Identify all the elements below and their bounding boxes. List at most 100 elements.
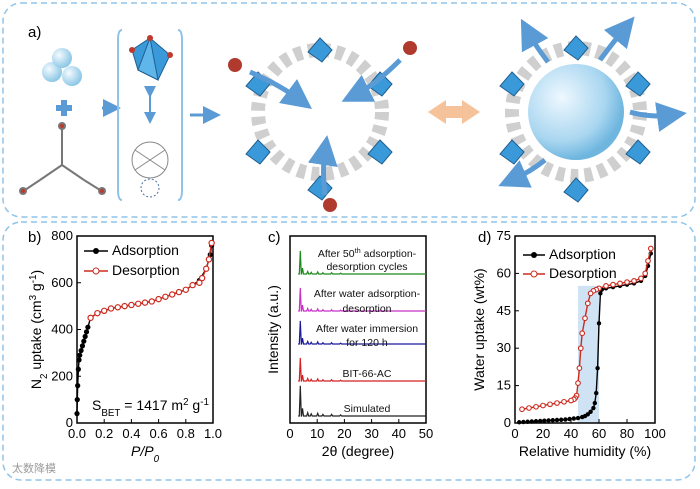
data-point (645, 258, 651, 264)
framework-water-filled-icon (498, 16, 687, 203)
y-tick-label: 0 (66, 415, 73, 430)
x-tick-label: 0 (511, 426, 518, 441)
data-point (87, 314, 94, 322)
data-point (533, 419, 539, 424)
data-point (198, 274, 206, 282)
y-tick-label: 60 (497, 265, 511, 280)
plot-frame (289, 235, 427, 424)
y-tick-label: 45 (497, 303, 511, 318)
y-tick-label: 800 (51, 228, 73, 243)
data-point (81, 338, 87, 344)
data-point (576, 365, 583, 371)
chart-c: c) 0 10 20 30 40 50 2θ (degree) Intensity (a.u.… (265, 229, 433, 459)
panel-c-label: c) (268, 229, 281, 246)
x-tick-label: 0 (286, 426, 293, 441)
data-point (588, 409, 593, 414)
data-point (76, 357, 82, 363)
data-point (559, 417, 564, 422)
pxrd-pattern-2 (298, 320, 426, 345)
pxrd-pattern-0 (298, 385, 426, 417)
y-tick-label: 600 (51, 275, 73, 290)
pxrd-pattern-4 (298, 250, 426, 275)
pattern-label: Simulated (344, 403, 391, 415)
data-point (598, 291, 603, 296)
data-point (517, 420, 522, 425)
data-point (582, 315, 588, 322)
panels-bcd-frame (2, 221, 696, 481)
y-axis-label: Water uptake (wt%) (471, 268, 487, 390)
data-point (107, 305, 115, 312)
pattern-label: desorption (342, 303, 391, 315)
data-point (519, 406, 525, 413)
data-point (547, 401, 553, 408)
legend-marker (530, 270, 538, 278)
x-tick-label: 0.6 (150, 426, 168, 441)
data-point (631, 278, 637, 284)
data-point (182, 286, 189, 293)
data-point (526, 405, 532, 411)
data-point (533, 403, 539, 410)
x-tick-label: 0.2 (95, 426, 113, 441)
data-point (575, 380, 581, 386)
data-point (554, 400, 560, 406)
data-point (638, 275, 644, 282)
pattern-label: desorption cycles (326, 261, 407, 273)
data-point (594, 390, 599, 396)
pattern-label: After water immersion (316, 323, 418, 335)
data-point (521, 419, 526, 425)
chart-b: b) 0.0 0.2 0.4 0.6 0.8 1.0 0 200 400 600 800 P/P0 N2… (28, 228, 223, 465)
data-point (546, 418, 551, 423)
data-point (77, 352, 83, 358)
plus-icon (56, 100, 72, 116)
reversible-arrow-icon (428, 100, 480, 124)
y-axis-label: N2 uptake (cm3 g-1) (28, 270, 50, 389)
ion-sphere-icon (62, 66, 82, 86)
x-tick-label: 20 (337, 426, 351, 441)
data-point (577, 345, 584, 352)
data-point (94, 309, 101, 317)
data-point (603, 283, 609, 289)
watermark: 太数降模 (12, 461, 56, 475)
data-point (202, 265, 210, 272)
data-point (567, 416, 572, 422)
data-point (561, 398, 567, 405)
data-point (596, 321, 602, 326)
x-tick-label: 0.4 (122, 426, 140, 441)
y-tick-label: 75 (497, 228, 511, 243)
data-point (550, 418, 555, 423)
data-point (85, 324, 91, 330)
y-tick-label: 400 (51, 322, 73, 337)
data-point (579, 330, 586, 337)
data-point (168, 291, 176, 298)
x-tick-label: 100 (644, 426, 666, 441)
data-point (587, 290, 594, 297)
legend-label: Desorption (112, 262, 180, 278)
pattern-label: After water adsorption- (314, 288, 421, 300)
data-point (595, 365, 600, 371)
x-axis-label: 2θ (degree) (322, 443, 394, 459)
data-point (584, 300, 591, 307)
y-tick-label: 30 (497, 340, 511, 355)
pattern-label: for 120 h (346, 337, 388, 349)
plot-frame (514, 235, 656, 424)
data-point (75, 366, 81, 372)
pattern-label: BIT-66-AC (342, 368, 391, 380)
data-point (575, 415, 581, 421)
data-point (74, 397, 80, 403)
data-point (568, 397, 574, 404)
brace-right-icon (177, 29, 183, 201)
data-point (74, 411, 80, 417)
x-axis-label: P/P0 (131, 443, 160, 465)
y-tick-label: 15 (497, 378, 511, 393)
sbet-annotation: SBET = 1417 m2 g-1 (92, 397, 209, 419)
legend-label: Desorption (549, 265, 617, 281)
data-point (542, 418, 547, 423)
data-point (647, 245, 654, 252)
data-point (624, 279, 630, 285)
x-axis-label: Relative humidity (%) (519, 443, 651, 459)
brace-left-icon (117, 29, 123, 201)
x-tick-label: 0.8 (177, 426, 195, 441)
data-point (610, 281, 616, 288)
chart-d: d) 0 20 40 60 80 100 0 15 30 45 60 75 Relative humid… (471, 228, 666, 459)
